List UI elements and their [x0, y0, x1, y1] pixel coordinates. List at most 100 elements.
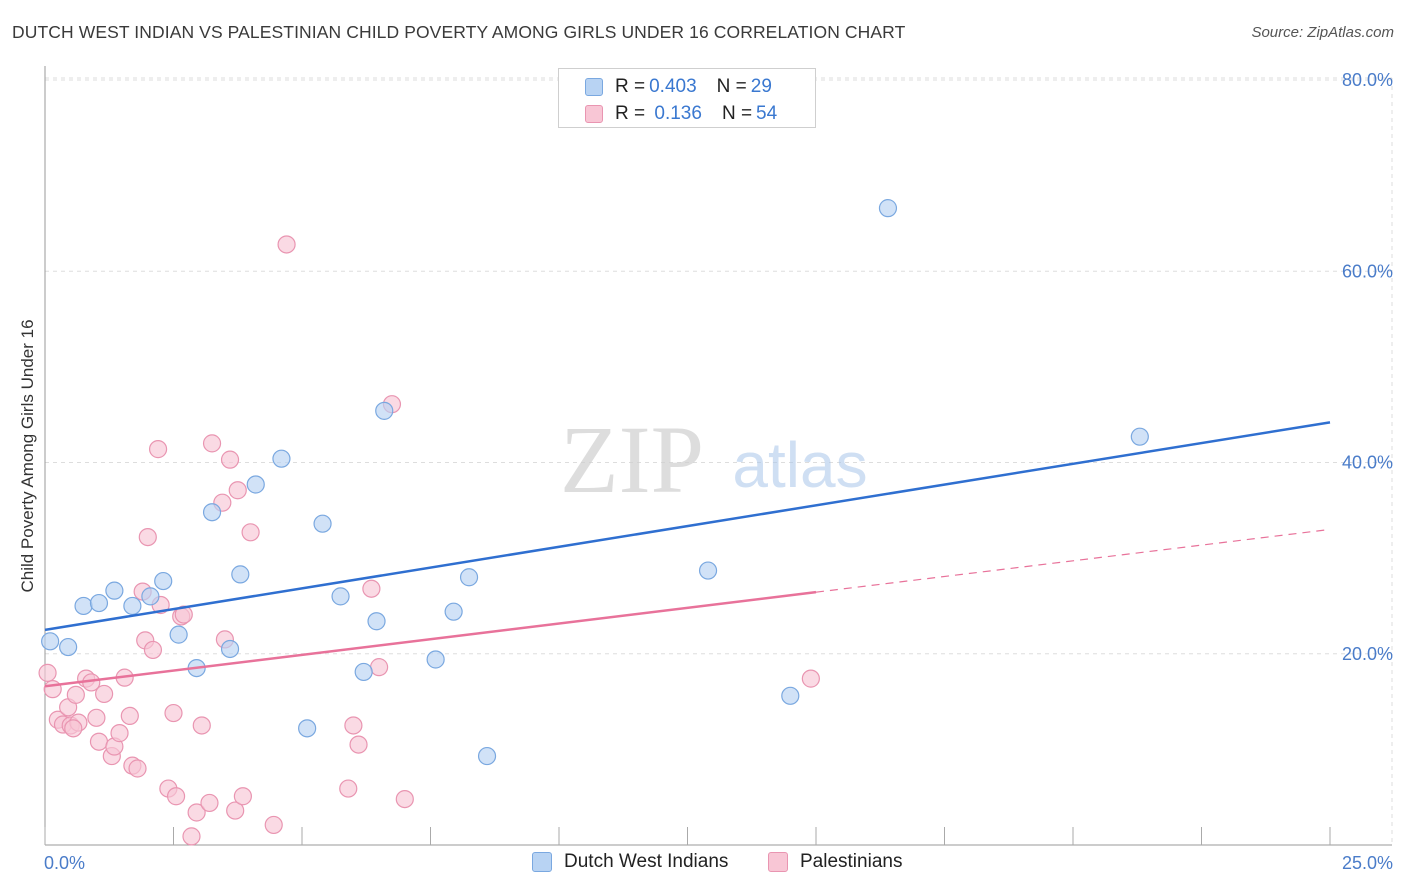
- data-point: [233, 787, 252, 806]
- legend-n-value: 29: [750, 76, 772, 97]
- data-point: [141, 587, 160, 606]
- data-point: [349, 735, 368, 754]
- blue-swatch-icon: [585, 78, 603, 96]
- data-point: [226, 801, 245, 820]
- data-point: [698, 561, 718, 580]
- y-tick-label: 80.0%: [1342, 70, 1393, 90]
- data-point: [143, 640, 163, 660]
- data-point: [202, 503, 222, 522]
- pink-swatch-icon: [768, 852, 788, 872]
- data-point: [66, 685, 85, 704]
- data-point: [128, 759, 147, 778]
- y-tick-label: 20.0%: [1342, 644, 1393, 664]
- data-point: [781, 686, 800, 705]
- data-point: [166, 787, 186, 806]
- legend-label: Palestinians: [800, 851, 903, 872]
- trend-line-palestinians-extension: [815, 528, 1331, 593]
- data-point: [367, 612, 386, 631]
- legend-row-palestinians: R = 0.136 N = 54: [585, 101, 777, 127]
- data-point: [138, 527, 157, 547]
- legend-n-value: 54: [756, 103, 778, 124]
- data-point: [95, 684, 114, 704]
- watermark-atlas: atlas: [732, 429, 867, 501]
- data-point: [272, 449, 291, 468]
- palestinians-points: [38, 235, 820, 846]
- data-point: [110, 724, 129, 743]
- bottom-legend-dutch-west-indians[interactable]: Dutch West Indians: [532, 851, 728, 873]
- data-point: [395, 789, 414, 809]
- data-point: [426, 650, 445, 669]
- data-point: [120, 706, 139, 726]
- data-point: [231, 565, 250, 584]
- data-point: [220, 639, 240, 659]
- y-tick-label: 40.0%: [1342, 453, 1393, 473]
- data-point: [1130, 427, 1149, 446]
- data-point: [38, 663, 57, 682]
- y-tick-label: 60.0%: [1342, 261, 1393, 281]
- data-point: [43, 680, 62, 699]
- data-point: [148, 440, 168, 459]
- data-point: [313, 514, 332, 533]
- data-point: [202, 434, 222, 453]
- data-point: [192, 716, 211, 735]
- data-point: [87, 708, 106, 727]
- trend-line-palestinians: [44, 590, 817, 688]
- source-credit: Source: ZipAtlas.com: [1251, 24, 1394, 41]
- data-point: [362, 579, 381, 598]
- data-point: [246, 475, 265, 494]
- data-point: [164, 703, 183, 723]
- pink-swatch-icon: [585, 105, 603, 123]
- data-point: [220, 450, 240, 469]
- data-point: [154, 571, 173, 591]
- axes: [44, 66, 1392, 846]
- data-point: [169, 625, 188, 644]
- trend-lines: [44, 421, 1331, 688]
- data-point: [370, 658, 389, 677]
- data-point: [182, 827, 201, 846]
- data-point: [344, 716, 363, 735]
- watermark-zip: ZIP: [560, 406, 704, 513]
- legend-row-dutch-west-indians: R = 0.403 N = 29: [585, 74, 772, 100]
- watermark: ZIP atlas: [560, 406, 868, 513]
- x-tick-label: 25.0%: [1342, 853, 1393, 873]
- data-point: [878, 199, 898, 218]
- data-point: [264, 815, 283, 835]
- bottom-legend-palestinians[interactable]: Palestinians: [768, 851, 902, 873]
- data-point: [459, 568, 479, 587]
- data-point: [105, 581, 124, 600]
- data-point: [41, 632, 60, 651]
- legend-r-value: 0.136: [649, 103, 702, 124]
- data-point: [339, 779, 358, 798]
- correlation-legend: R = 0.403 N = 29 R = 0.136 N = 54: [558, 68, 816, 128]
- x-tick-label: 0.0%: [44, 853, 85, 873]
- data-point: [89, 732, 109, 751]
- data-point: [74, 596, 93, 616]
- dutch-west-indians-points: [41, 199, 1149, 766]
- legend-r-label: R =: [615, 103, 646, 124]
- data-point: [375, 401, 394, 420]
- data-point: [477, 746, 497, 766]
- legend-n-label: N =: [721, 103, 753, 124]
- data-point: [174, 605, 193, 624]
- data-point: [298, 719, 317, 738]
- chart-title: DUTCH WEST INDIAN VS PALESTINIAN CHILD P…: [12, 22, 906, 42]
- y-axis-label: Child Poverty Among Girls Under 16: [18, 319, 37, 592]
- data-point: [331, 587, 350, 606]
- data-point: [241, 523, 260, 542]
- trend-line-dutch-west-indians: [44, 421, 1331, 632]
- data-point: [64, 719, 83, 738]
- data-point: [123, 596, 142, 616]
- data-point: [228, 481, 247, 500]
- legend-r-value: 0.403: [649, 76, 697, 97]
- data-point: [444, 602, 463, 621]
- legend-r-label: R =: [615, 76, 646, 97]
- data-point: [187, 803, 206, 822]
- legend-label: Dutch West Indians: [564, 851, 729, 872]
- blue-swatch-icon: [532, 852, 552, 872]
- tick-labels: 20.0% 40.0% 60.0% 80.0% 0.0% 25.0%: [44, 70, 1393, 873]
- data-point: [277, 235, 296, 254]
- legend-n-label: N =: [716, 76, 747, 97]
- data-point: [801, 669, 820, 688]
- data-point: [354, 662, 373, 682]
